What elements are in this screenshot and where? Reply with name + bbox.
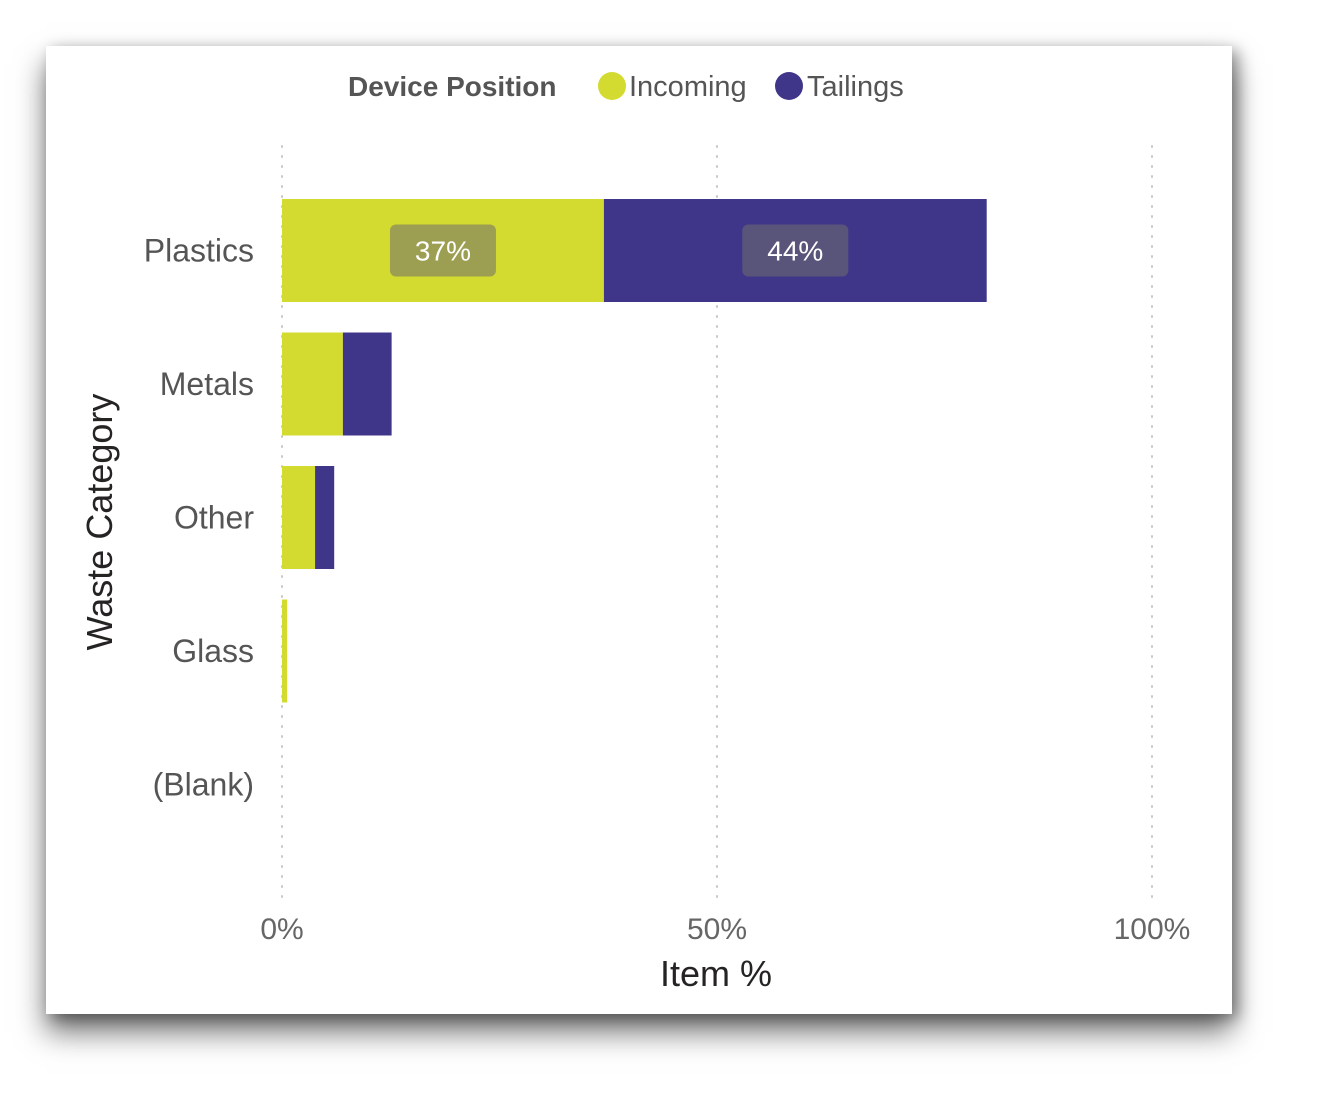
legend-label-incoming: Incoming bbox=[629, 71, 747, 103]
data-label-bg-plastics-tailings bbox=[742, 224, 849, 277]
x-tick-0: 0% bbox=[260, 913, 303, 946]
bar-metals-tailings[interactable] bbox=[342, 332, 392, 436]
x-axis-title: Item % bbox=[660, 953, 772, 994]
x-tick-50: 50% bbox=[687, 913, 747, 946]
bar-other-incoming[interactable] bbox=[282, 466, 316, 569]
data-labels: 37% 44% bbox=[389, 224, 849, 277]
legend-marker-tailings bbox=[775, 72, 803, 100]
data-label-plastics-tailings: 44% bbox=[767, 236, 823, 267]
bars bbox=[282, 199, 987, 703]
data-label-bg-plastics-incoming bbox=[389, 224, 496, 277]
bar-glass-incoming[interactable] bbox=[282, 599, 288, 703]
category-label-blank: (Blank) bbox=[153, 767, 254, 803]
category-label-plastics: Plastics bbox=[144, 233, 254, 269]
data-label-plastics-incoming: 37% bbox=[415, 236, 471, 267]
bar-metals-incoming[interactable] bbox=[282, 332, 343, 436]
category-label-other: Other bbox=[174, 500, 254, 536]
chart-card: Device Position Incoming Tailings 37% 44% … bbox=[46, 46, 1232, 1014]
legend-marker-incoming bbox=[598, 72, 626, 100]
legend-title: Device Position bbox=[348, 71, 557, 102]
x-tick-100: 100% bbox=[1114, 913, 1191, 946]
legend-items: Incoming Tailings bbox=[598, 71, 904, 103]
stacked-bar-chart: Device Position Incoming Tailings 37% 44% … bbox=[79, 71, 1190, 994]
x-tick-labels: 0% 50% 100% bbox=[260, 913, 1190, 946]
category-labels: Plastics Metals Other Glass (Blank) bbox=[144, 233, 255, 803]
legend-label-tailings: Tailings bbox=[807, 71, 904, 103]
category-label-metals: Metals bbox=[160, 366, 254, 402]
y-axis-title: Waste Category bbox=[79, 394, 120, 651]
bar-other-tailings[interactable] bbox=[315, 466, 335, 569]
category-label-glass: Glass bbox=[172, 633, 254, 669]
legend: Device Position Incoming Tailings bbox=[348, 71, 904, 103]
